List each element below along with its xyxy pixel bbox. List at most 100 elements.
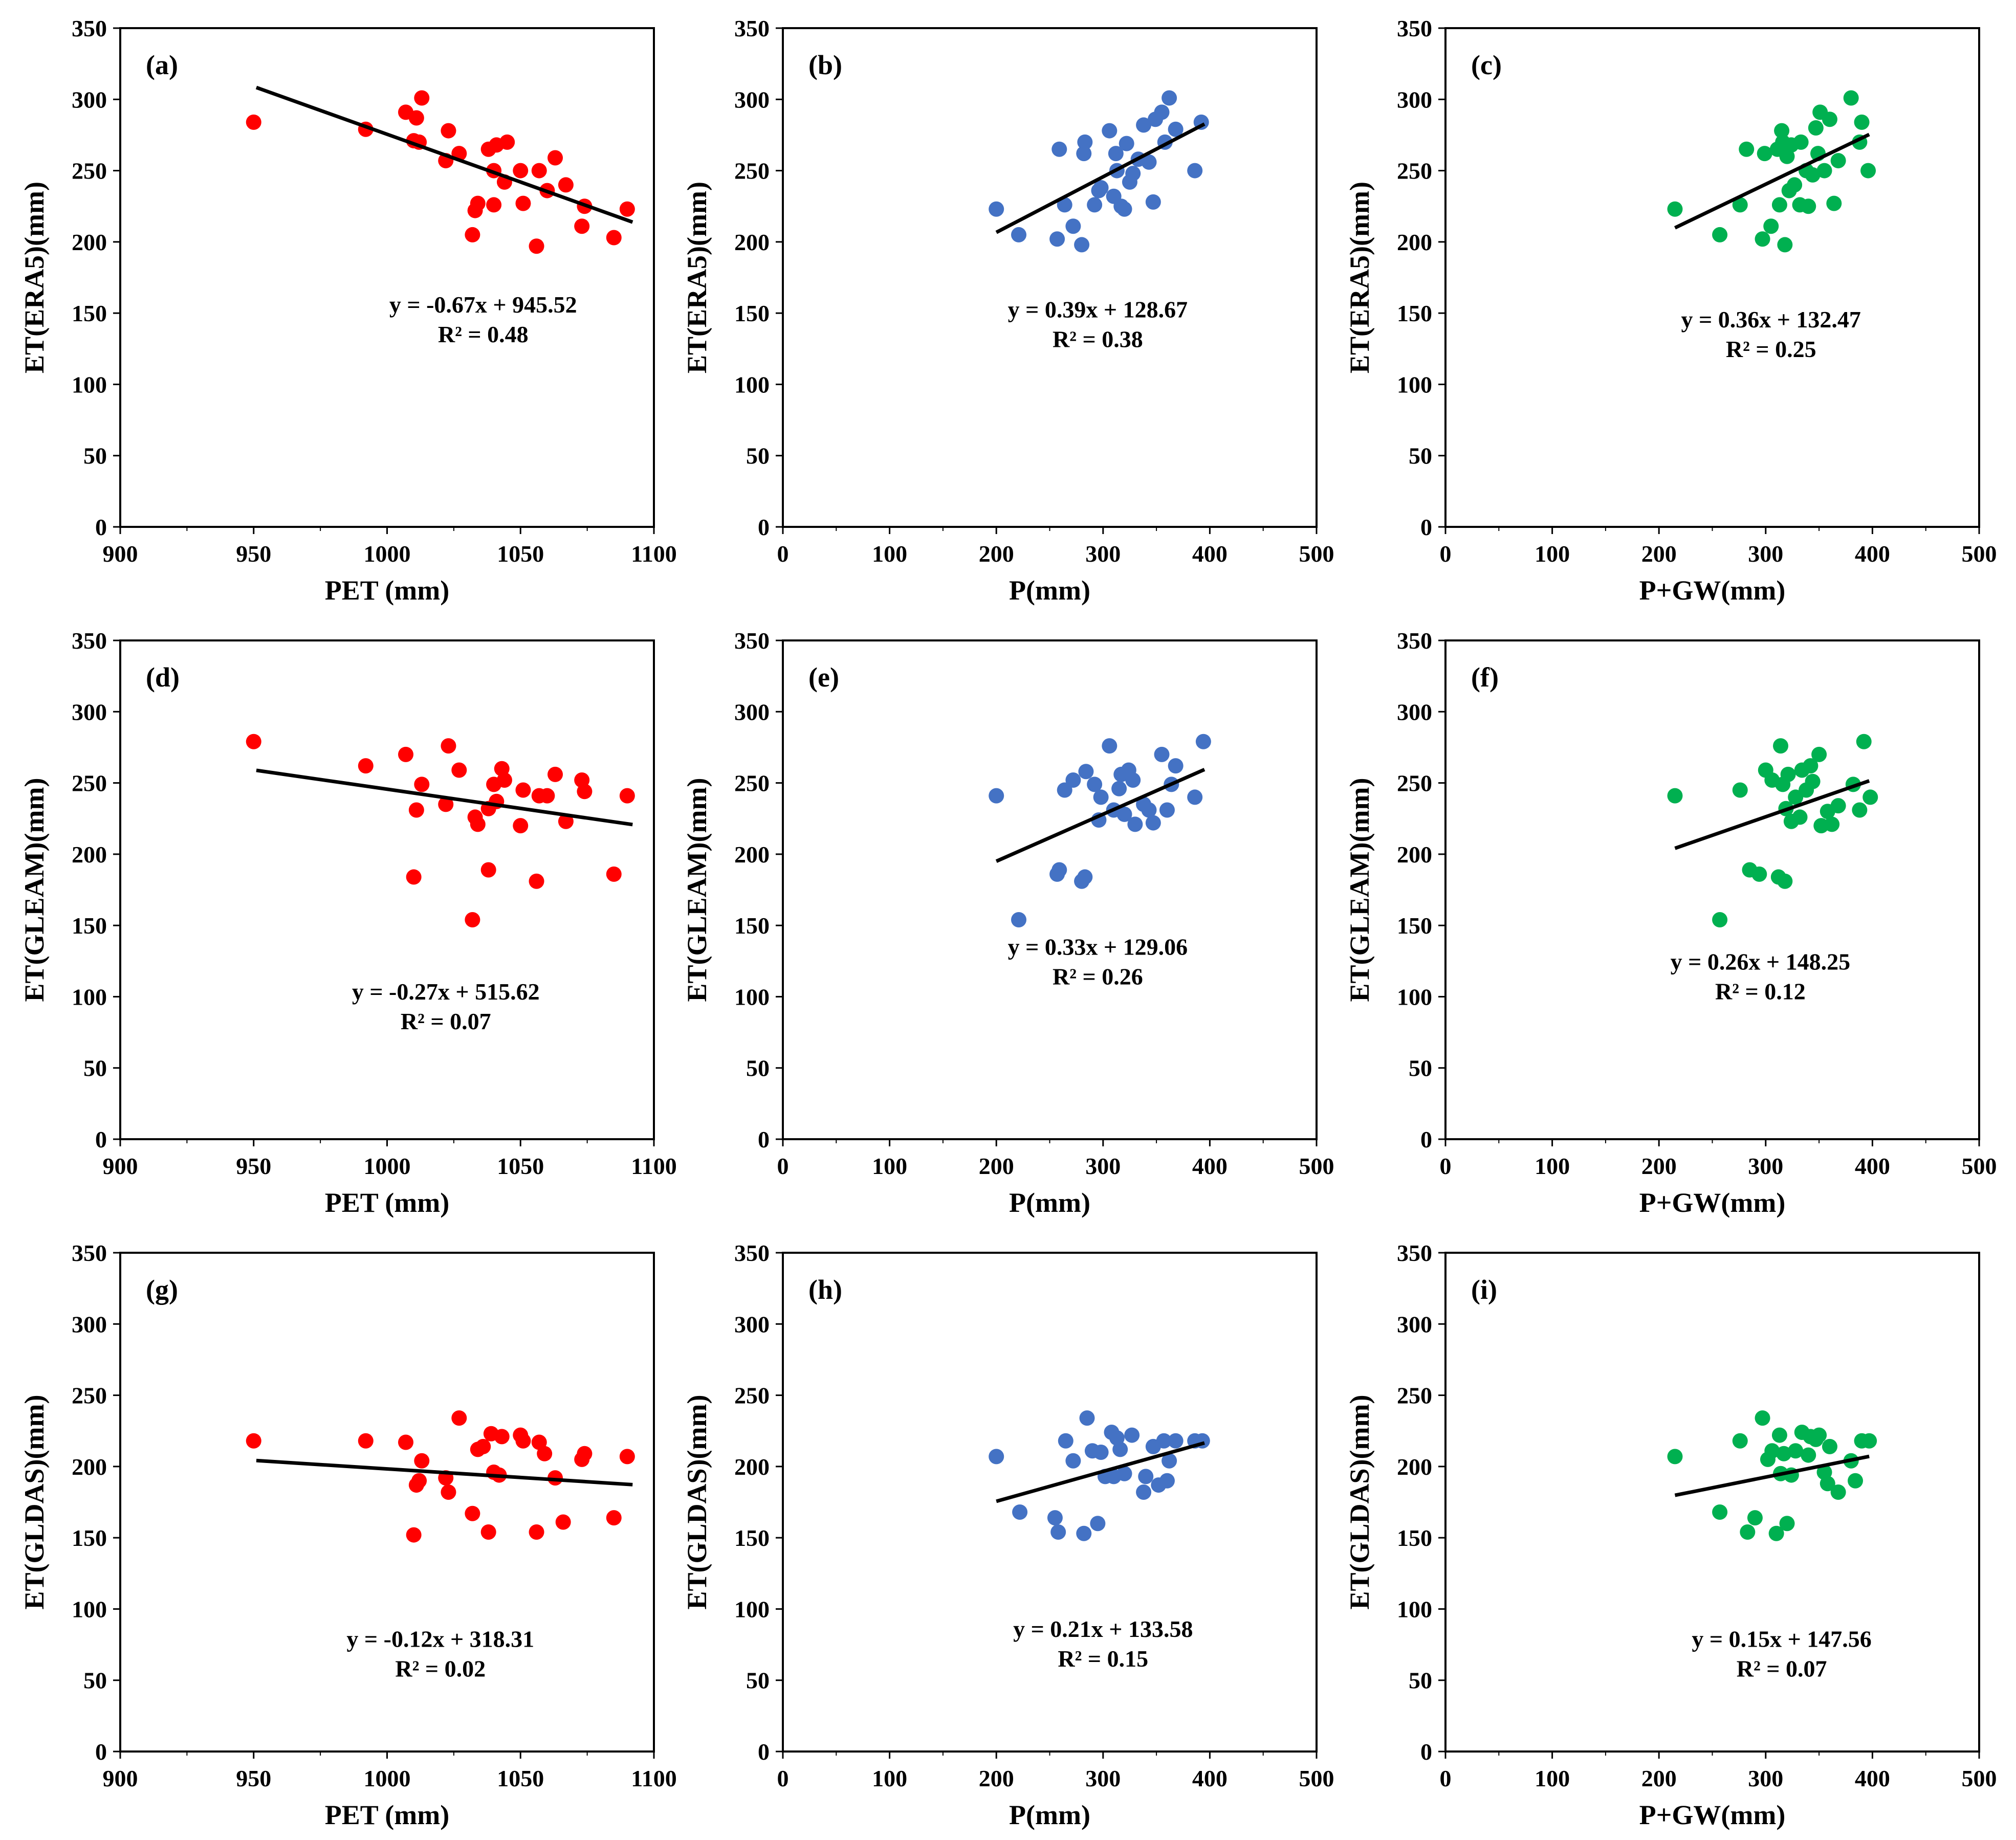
chart-f-point (1862, 789, 1878, 805)
chart-i-trendline (1674, 1454, 1870, 1497)
chart-e-x-tick-label: 0 (777, 1153, 789, 1179)
chart-d-y-tick-label: 250 (72, 770, 107, 796)
chart-f-x-axis-title: P+GW(mm) (1639, 1187, 1786, 1218)
chart-d-point (619, 788, 635, 804)
chart-b-y-tick-label: 350 (734, 15, 770, 41)
chart-f-point (1732, 782, 1748, 798)
chart-g-point (515, 1433, 531, 1449)
chart-e-point (1127, 816, 1143, 832)
chart-h-point (1112, 1442, 1128, 1457)
chart-f-x-tick-label: 100 (1535, 1153, 1570, 1179)
chart-a-point (465, 227, 480, 242)
chart-f-point (1780, 766, 1796, 782)
chart-i-y-tick-label: 300 (1397, 1311, 1432, 1337)
chart-b-point (1074, 237, 1090, 253)
chart-i-point (1755, 1410, 1770, 1426)
chart-b-x-tick-label: 100 (872, 541, 907, 567)
chart-h-point (1050, 1524, 1066, 1540)
chart-e-point (1145, 815, 1161, 831)
chart-h-point (1168, 1433, 1184, 1449)
chart-f-point (1712, 912, 1728, 927)
chart-a-point (558, 177, 574, 193)
chart-d-point (470, 816, 486, 832)
chart-i-y-tick-label: 200 (1397, 1454, 1432, 1480)
chart-h-plot-frame (782, 1252, 1318, 1753)
chart-b: 0 100 200 300 400 500 0 50 100 150 200 250 300 350 P(m… (682, 15, 1334, 606)
chart-b-point (1108, 146, 1124, 162)
chart-b-point (1136, 117, 1152, 133)
chart-a-point (547, 150, 563, 166)
chart-f-point (1824, 816, 1840, 832)
chart-e-panel-label: (e) (808, 662, 839, 693)
chart-c-x-tick-label: 400 (1855, 541, 1890, 567)
chart-e-y-axis-title: ET(GLEAM)(mm) (682, 778, 712, 1002)
chart-i-point (1811, 1427, 1827, 1443)
chart-f-trendline (1674, 779, 1870, 850)
chart-g-plot-frame (119, 1252, 655, 1753)
chart-f-y-tick-label: 300 (1397, 699, 1432, 725)
chart-c-y-tick-label: 300 (1397, 86, 1432, 113)
chart-a-equation: y = -0.67x + 945.52 (389, 292, 577, 318)
chart-h-x-tick-label: 200 (979, 1765, 1014, 1791)
chart-b-point (1057, 197, 1072, 213)
chart-d-point (438, 796, 454, 812)
chart-c-point (1774, 123, 1790, 139)
chart-e-point (1051, 862, 1067, 878)
chart-d-point (246, 734, 261, 749)
chart-f-y-tick-label: 350 (1397, 628, 1432, 654)
chart-h-point (1138, 1469, 1154, 1484)
chart-c-plot-frame (1444, 27, 1980, 528)
chart-e-y-tick-label: 200 (734, 841, 770, 868)
chart-g-point (619, 1449, 635, 1465)
chart-a-trendline (255, 85, 633, 224)
chart-h-x-tick-label: 0 (777, 1765, 789, 1791)
chart-e-point (1141, 802, 1157, 818)
chart-f-y-tick-label: 50 (1409, 1055, 1432, 1081)
chart-i-point (1764, 1443, 1780, 1459)
chart-h-point (1076, 1525, 1092, 1541)
chart-d-point (408, 802, 424, 818)
chart-c-point (1755, 231, 1770, 247)
chart-i-point (1776, 1446, 1792, 1461)
chart-c-y-tick-label: 0 (1420, 514, 1432, 540)
chart-h-point (1124, 1427, 1140, 1443)
chart-c-point (1793, 134, 1809, 150)
chart-i-r-squared: R² = 0.07 (1737, 1655, 1827, 1681)
chart-h-point (1065, 1453, 1081, 1469)
chart-h-r-squared: R² = 0.15 (1058, 1646, 1148, 1672)
chart-d-point (406, 869, 422, 885)
chart-a-point (513, 163, 529, 179)
chart-d-point (496, 772, 512, 788)
chart-i-point (1667, 1449, 1683, 1465)
chart-f-point (1803, 758, 1818, 774)
chart-f-plot-frame (1444, 639, 1980, 1140)
chart-h-y-tick-label: 350 (734, 1240, 770, 1266)
chart-i-point (1771, 1427, 1787, 1443)
chart-a-point (499, 134, 515, 150)
chart-g-point (606, 1510, 622, 1526)
chart-f-point (1792, 809, 1808, 825)
chart-g-point (398, 1434, 414, 1450)
chart-i-point (1740, 1524, 1756, 1540)
chart-f-x-tick-label: 200 (1641, 1153, 1677, 1179)
chart-g-y-tick-label: 350 (72, 1240, 107, 1266)
chart-e-y-tick-label: 0 (758, 1126, 770, 1152)
chart-d-equation: y = -0.27x + 515.62 (352, 979, 540, 1005)
chart-a-point (414, 90, 430, 106)
chart-b-point (1168, 121, 1184, 137)
chart-b-point (1119, 136, 1134, 151)
chart-g-x-tick-label: 950 (236, 1765, 271, 1791)
chart-g-point (465, 1505, 480, 1521)
chart-c-y-tick-label: 150 (1397, 300, 1432, 326)
chart-d-y-tick-label: 150 (72, 913, 107, 939)
chart-c-point (1732, 197, 1748, 213)
chart-e-point (1111, 781, 1127, 796)
chart-a-plot-frame (119, 27, 655, 528)
chart-f-point (1773, 738, 1789, 754)
chart-h-trendline (996, 1441, 1205, 1503)
chart-c-y-tick-label: 50 (1409, 443, 1432, 469)
chart-d-point (465, 912, 480, 927)
chart-d-point (414, 777, 430, 792)
chart-b-x-tick-label: 200 (979, 541, 1014, 567)
chart-i-x-tick-label: 300 (1748, 1765, 1783, 1791)
